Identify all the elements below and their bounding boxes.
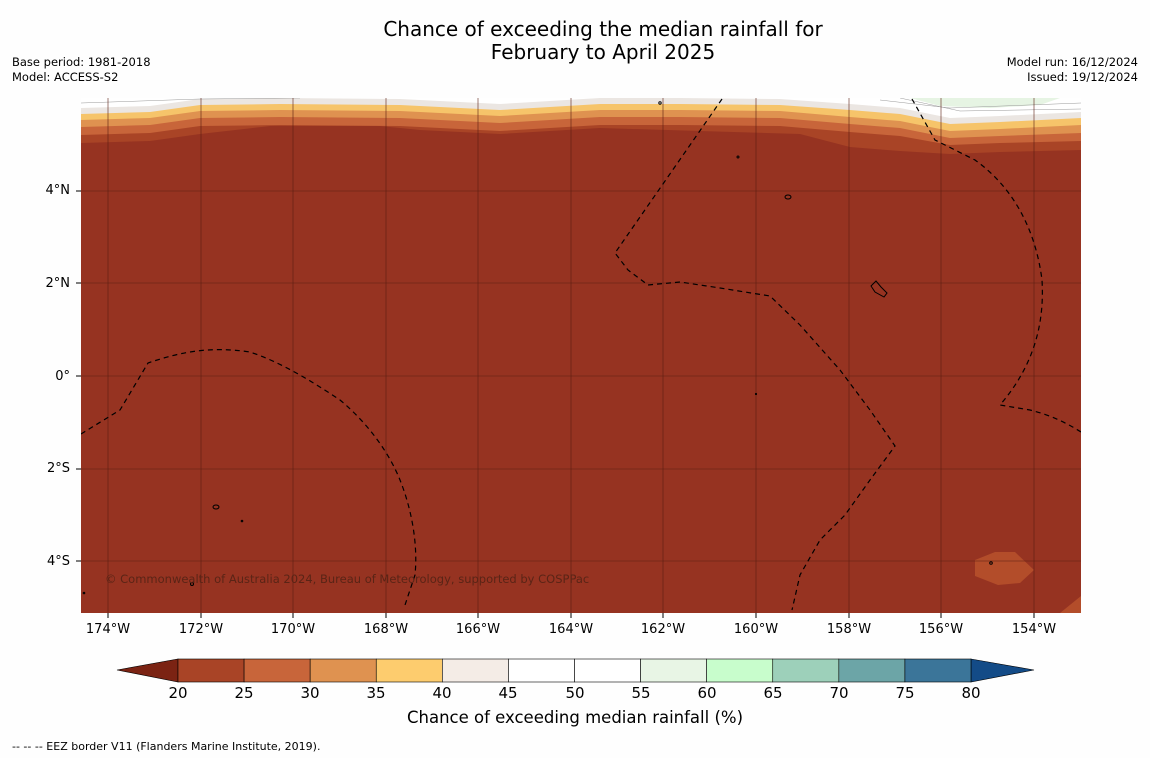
- colorbar-tick-65: 65: [763, 684, 783, 702]
- eez-borders: [81, 98, 1081, 611]
- meta-right: Model run: 16/12/2024 Issued: 19/12/2024: [1007, 55, 1138, 85]
- colorbar-tick-55: 55: [631, 684, 651, 702]
- lat-label-2n: 2°N: [45, 276, 71, 291]
- lon-label-166w: 166°W: [455, 622, 501, 637]
- colorbar-segment-35-40: [375, 658, 443, 683]
- upper-contours: [81, 98, 1081, 112]
- colorbar-segment-65-70: [772, 658, 840, 683]
- colorbar-tick-35: 35: [366, 684, 386, 702]
- issued-text: Issued: 19/12/2024: [1027, 70, 1138, 84]
- graticule-lines: [81, 98, 1081, 613]
- lon-label-172w: 172°W: [178, 622, 224, 637]
- base-period-text: Base period: 1981-2018: [12, 55, 151, 69]
- colorbar-title: Chance of exceeding median rainfall (%): [406, 708, 744, 727]
- colorbar-segment-75-80: [904, 658, 972, 683]
- lon-label-164w: 164°W: [548, 622, 594, 637]
- colorbar-tick-50: 50: [565, 684, 585, 702]
- model-run-text: Model run: 16/12/2024: [1006, 55, 1138, 69]
- lon-label-170w: 170°W: [270, 622, 316, 637]
- colorbar-over-triangle: [970, 658, 1035, 683]
- island-outlines: [82, 101, 993, 595]
- axis-ticks: [76, 190, 1035, 618]
- light-green-region: [910, 98, 1060, 108]
- colorbar: [116, 658, 1035, 683]
- model-text: Model: ACCESS-S2: [12, 70, 119, 84]
- colorbar-segment-55-60: [640, 658, 707, 683]
- colorbar-tick-70: 70: [829, 684, 849, 702]
- lon-label-158w: 158°W: [826, 622, 872, 637]
- higher-chance-patch: [975, 552, 1034, 585]
- title-line-2: February to April 2025: [490, 40, 716, 64]
- colorbar-segment-70-75: [838, 658, 906, 683]
- copyright-notice: © Commonwealth of Australia 2024, Bureau…: [105, 572, 590, 586]
- colorbar-tick-40: 40: [432, 684, 452, 702]
- colorbar-tick-75: 75: [895, 684, 915, 702]
- map-plot-area: [81, 98, 1081, 613]
- colorbar-segment-30-35: [309, 658, 377, 683]
- colorbar-tick-20: 20: [168, 684, 188, 702]
- corner-patch: [1060, 596, 1081, 613]
- colorbar-segment-20-25: [177, 658, 245, 683]
- colorbar-under-triangle: [116, 658, 179, 683]
- colorbar-segment-40-45: [442, 658, 509, 683]
- colorbar-segment-60-65: [706, 658, 774, 683]
- colorbar-tick-80: 80: [961, 684, 981, 702]
- band-below-25: [81, 126, 1081, 613]
- colorbar-segment-45-50: [508, 658, 575, 683]
- colorbar-tick-30: 30: [300, 684, 320, 702]
- map-title: Chance of exceeding the median rainfall …: [0, 18, 1150, 64]
- lon-label-160w: 160°W: [733, 622, 779, 637]
- title-line-1: Chance of exceeding the median rainfall …: [383, 17, 823, 41]
- meta-left: Base period: 1981-2018 Model: ACCESS-S2: [12, 55, 151, 85]
- lon-label-174w: 174°W: [85, 622, 131, 637]
- lat-label-4s: 4°S: [46, 554, 70, 569]
- eez-footnote: -- -- -- EEZ border V11 (Flanders Marine…: [12, 740, 321, 753]
- lon-label-156w: 156°W: [918, 622, 964, 637]
- lat-label-eq: 0°: [55, 369, 70, 384]
- colorbar-tick-25: 25: [234, 684, 254, 702]
- colorbar-segment-25-30: [243, 658, 311, 683]
- lon-label-154w: 154°W: [1011, 622, 1057, 637]
- lon-label-168w: 168°W: [363, 622, 409, 637]
- lat-label-4n: 4°N: [45, 183, 71, 198]
- colorbar-tick-45: 45: [498, 684, 518, 702]
- lon-label-162w: 162°W: [640, 622, 686, 637]
- colorbar-tick-60: 60: [697, 684, 717, 702]
- colorbar-segment-50-55: [574, 658, 641, 683]
- lat-label-2s: 2°S: [46, 461, 70, 476]
